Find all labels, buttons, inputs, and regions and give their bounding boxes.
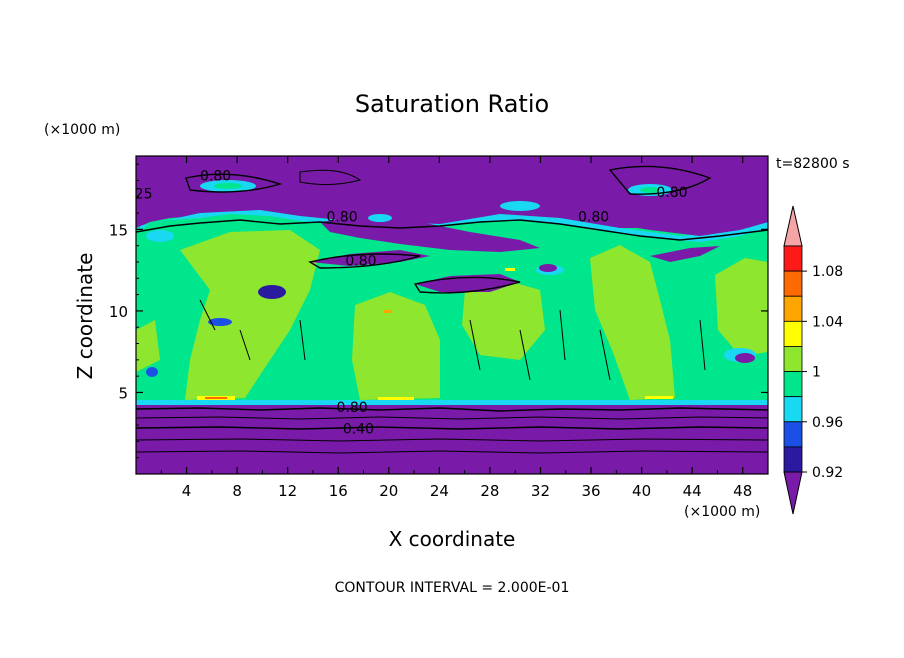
y-tick-label: 10 — [109, 303, 128, 321]
y-tick-label: 5 — [118, 384, 128, 402]
upper-moist-blobs — [200, 180, 672, 222]
fringe-patch-1 — [146, 230, 174, 242]
dry-pocket-4 — [208, 318, 232, 326]
x-tick-label: 44 — [683, 482, 702, 500]
upper-blob-2 — [214, 183, 242, 189]
cloud-patch-3 — [462, 280, 545, 360]
contour-line-8 — [299, 169, 362, 186]
dry-pocket-2 — [735, 353, 755, 363]
colorbar-segment — [783, 446, 803, 473]
colorbar-lower-arrow — [783, 471, 803, 515]
contour-label: 0.80 — [326, 209, 357, 225]
contour-line-3 — [136, 426, 768, 430]
contour-label: 0.80 — [337, 400, 368, 416]
plot-frame — [135, 155, 769, 475]
contour-line-7 — [185, 173, 283, 193]
dry-pocket-5 — [146, 367, 158, 377]
cloud-base-speck-2 — [205, 397, 227, 399]
contour-label: 25 — [135, 187, 153, 203]
colorbar-segment — [783, 320, 803, 347]
x-tick-label: 4 — [182, 482, 192, 500]
cloud-patch-1 — [180, 230, 320, 400]
contour-line-11 — [413, 276, 521, 294]
upper-blob-5 — [368, 214, 392, 222]
colorbar: 0.92 0.96 1 1.04 1.08 — [783, 205, 843, 515]
x-tick-label: 28 — [480, 482, 499, 500]
colorbar-segment — [783, 270, 803, 297]
chart-title: Saturation Ratio — [355, 90, 549, 118]
contour-line-9 — [608, 165, 712, 195]
contour-line-1 — [136, 407, 768, 412]
plot-area: 0.80 0.80 0.80 0.80 0.80 0.80 0.40 25 — [135, 156, 768, 474]
x-tick-label: 32 — [531, 482, 550, 500]
cloud-base-speck-3 — [378, 397, 414, 400]
dry-pocket-1 — [258, 285, 286, 299]
x-unit-label: (×1000 m) — [684, 504, 760, 520]
y-axis: 5 10 15 — [109, 163, 768, 459]
x-tick-label: 20 — [379, 482, 398, 500]
x-axis: 4 8 12 16 20 24 28 32 36 40 44 48 — [160, 156, 752, 500]
colorbar-tick-label: 1.04 — [812, 314, 843, 330]
contour-labels: 0.80 0.80 0.80 0.80 0.80 0.80 0.40 25 — [135, 169, 688, 438]
contour-label: 0.80 — [200, 169, 231, 185]
contour-interval-footer: CONTOUR INTERVAL = 2.000E-01 — [335, 580, 570, 596]
upper-dry-region — [136, 156, 768, 236]
colorbar-segment — [783, 371, 803, 398]
x-tick-label: 8 — [232, 482, 242, 500]
x-tick-label: 40 — [632, 482, 651, 500]
contour-label: 0.80 — [656, 185, 687, 201]
time-label: t=82800 s — [776, 156, 850, 172]
contour-line-5 — [136, 450, 768, 454]
upper-blob-6 — [500, 201, 540, 211]
cloud-base-fringe — [136, 400, 768, 405]
colorbar-tick-label: 0.96 — [812, 415, 843, 431]
cloud-top-fringe — [140, 210, 768, 242]
colorbar-segment — [783, 346, 803, 372]
x-tick-label: 16 — [329, 482, 348, 500]
x-tick-label: 24 — [430, 482, 449, 500]
dry-intrusion-1 — [320, 216, 540, 252]
colorbar-tick-label: 0.92 — [812, 465, 843, 481]
contour-line-10 — [308, 253, 421, 269]
colorbar-segment — [783, 245, 803, 272]
contour-label: 0.80 — [345, 253, 376, 269]
cloud-base-speck-4 — [645, 396, 673, 399]
cloud-patch-2 — [352, 292, 440, 400]
cloud-patch-5 — [715, 258, 768, 356]
contour-line-6 — [136, 219, 768, 241]
x-tick-label: 48 — [733, 482, 752, 500]
contour-line-12 — [199, 299, 706, 381]
y-unit-label: (×1000 m) — [44, 122, 120, 138]
x-tick-label: 36 — [581, 482, 600, 500]
colorbar-tick-label: 1 — [812, 365, 821, 381]
colorbar-segment — [783, 295, 803, 322]
contour-label: 0.40 — [343, 421, 374, 437]
y-axis-label: Z coordinate — [73, 253, 97, 380]
colorbar-segment — [783, 396, 803, 423]
colorbar-upper-arrow — [783, 205, 803, 247]
y-tick-label: 15 — [109, 221, 128, 239]
cloud-patch-4 — [590, 245, 675, 400]
x-axis-label: X coordinate — [389, 527, 516, 551]
contour-label: 0.80 — [578, 209, 609, 225]
upper-blob-4 — [640, 187, 660, 193]
cloud-base-speck-5 — [505, 268, 515, 271]
contour-lines — [136, 165, 768, 454]
contour-line-2 — [136, 416, 768, 420]
cloud-patch-6 — [136, 320, 160, 372]
dry-intrusion-4 — [650, 246, 720, 262]
colorbar-tick-label: 1.08 — [812, 264, 843, 280]
dry-pocket-3 — [539, 264, 557, 272]
x-tick-label: 12 — [278, 482, 297, 500]
colorbar-segment — [783, 421, 803, 448]
contour-line-4 — [136, 438, 768, 442]
cloud-base-speck-6 — [384, 310, 392, 313]
